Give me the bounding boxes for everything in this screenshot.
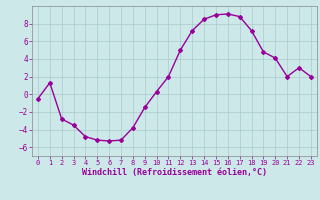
- X-axis label: Windchill (Refroidissement éolien,°C): Windchill (Refroidissement éolien,°C): [82, 168, 267, 177]
